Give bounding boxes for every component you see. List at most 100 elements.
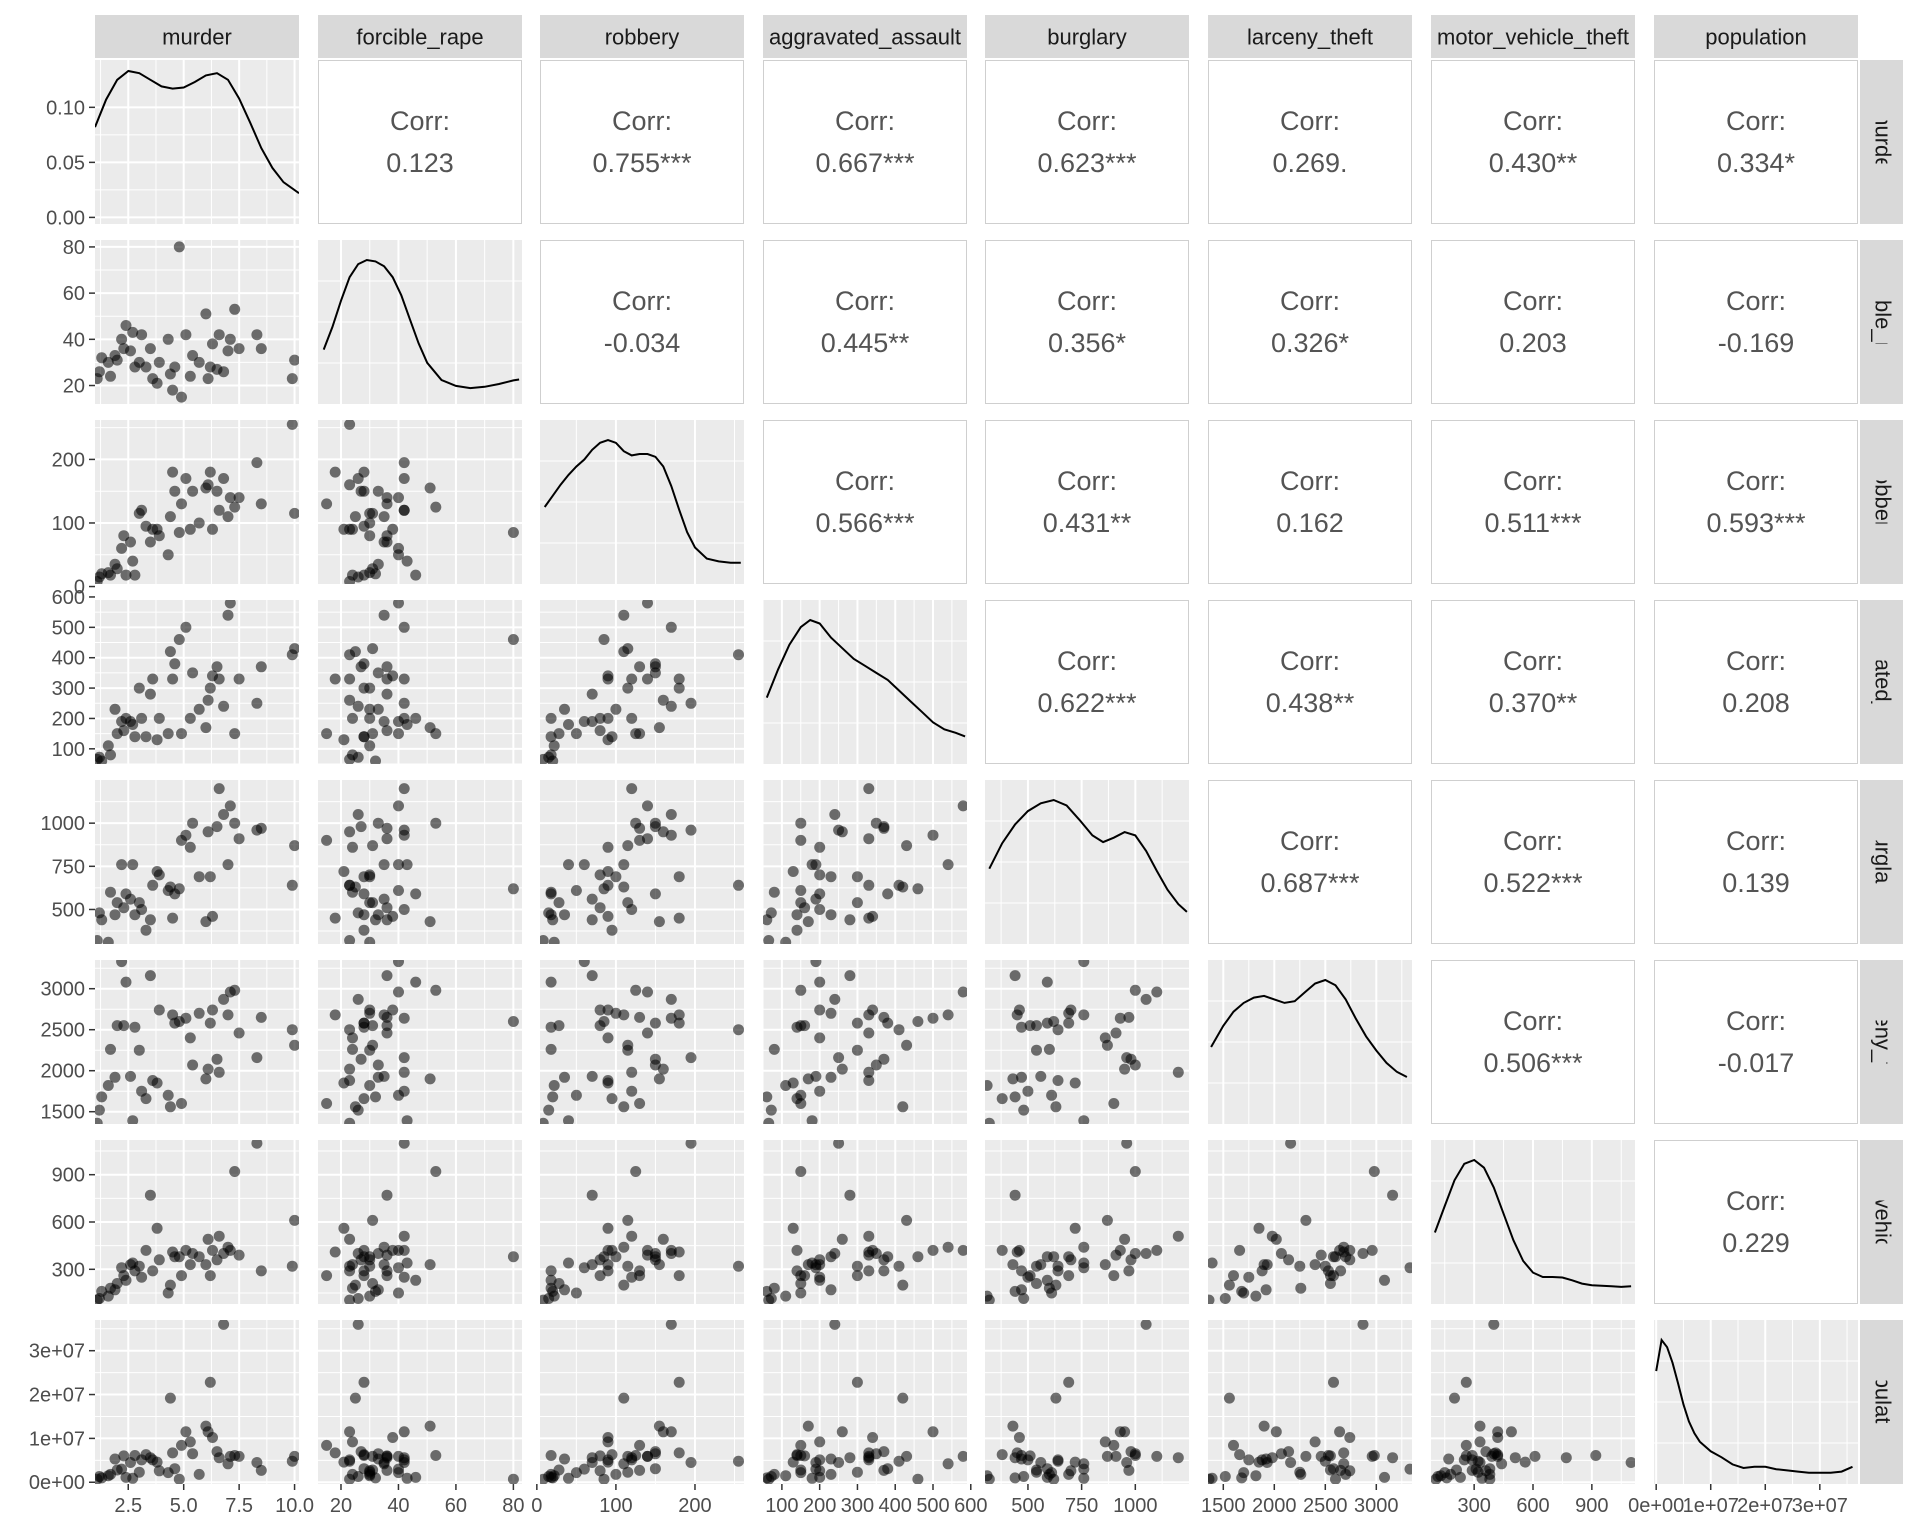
corr-value: -0.169 (1718, 328, 1795, 358)
scatter-point (1018, 1293, 1030, 1304)
scatter-point (329, 673, 341, 685)
corr-panel-border (540, 240, 744, 404)
scatter-point (401, 859, 413, 871)
corr-panel-border (1208, 240, 1412, 404)
panel-aggravated-assault-vs-population: Corr: 0.208 (1654, 600, 1858, 764)
scatter-point (657, 1426, 669, 1438)
scatter-point (507, 883, 519, 895)
scatter-point (151, 734, 163, 746)
scatter-point (1016, 1284, 1027, 1296)
panel-population-vs-population (1654, 1320, 1858, 1484)
scatter-point (685, 824, 697, 836)
scatter-point (610, 703, 622, 715)
scatter-point (229, 728, 241, 740)
scatter-point (187, 1448, 199, 1460)
y-tick-label: 20 (63, 376, 85, 398)
y-tick-label: 80 (63, 237, 85, 259)
scatter-point (347, 1436, 358, 1448)
scatter-point (1041, 1463, 1053, 1475)
corr-value: 0.162 (1276, 508, 1344, 538)
scatter-point (578, 716, 590, 727)
scatter-point (802, 916, 814, 928)
scatter-point (653, 1073, 665, 1085)
x-tick-label: 20 (330, 1495, 352, 1517)
corr-panel-border (1431, 960, 1635, 1124)
scatter-point (1250, 1470, 1262, 1482)
panel-content (985, 780, 1189, 944)
scatter-point (825, 1468, 837, 1480)
panel-burglary-vs-motor-vehicle-theft: Corr: 0.522*** (1431, 780, 1635, 944)
scatter-point (649, 821, 661, 833)
scatter-point (118, 725, 130, 737)
scatter-point (164, 1101, 176, 1113)
scatter-point (1366, 1244, 1378, 1256)
scatter-point (233, 343, 245, 355)
scatter-point (173, 634, 185, 645)
scatter-point (1048, 1016, 1060, 1027)
scatter-point (338, 1077, 350, 1089)
panel-aggravated-assault-vs-robbery (540, 600, 744, 764)
scatter-point (957, 986, 967, 998)
scatter-point (140, 1093, 152, 1105)
scatter-point (548, 936, 560, 944)
scatter-point (1007, 1073, 1019, 1085)
scatter-point (893, 1024, 905, 1036)
scatter-point (642, 673, 653, 685)
scatter-point (180, 329, 192, 341)
scatter-point (167, 466, 179, 478)
scatter-point (957, 800, 967, 812)
scatter-point (424, 1259, 436, 1271)
scatter-point (367, 507, 379, 519)
x-tick-label: 0 (531, 1495, 542, 1517)
scatter-point (559, 1071, 570, 1083)
scatter-point (372, 703, 384, 715)
scatter-point (893, 1260, 905, 1272)
scatter-point (795, 834, 807, 846)
scatter-point (393, 549, 404, 561)
column-strip-label: murder (162, 25, 232, 50)
scatter-point (344, 1260, 356, 1272)
scatter-point (393, 1287, 404, 1299)
scatter-point (1300, 1450, 1312, 1462)
scatter-point (1275, 1248, 1287, 1259)
scatter-point (1114, 1012, 1126, 1024)
scatter-point (1063, 1007, 1075, 1019)
corr-value: 0.667*** (815, 148, 915, 178)
x-tick-label: 500 (916, 1495, 949, 1517)
scatter-point (398, 904, 410, 915)
scatter-point (367, 1020, 379, 1032)
scatter-point (1625, 1457, 1635, 1468)
x-axis-robbery: 0 100 200 (531, 1484, 712, 1517)
scatter-point (184, 712, 196, 724)
scatter-point (1063, 1251, 1075, 1263)
x-tick-label: 100 (599, 1495, 632, 1517)
scatter-point (398, 1140, 410, 1149)
panel-aggravated-assault-vs-burglary: Corr: 0.622*** (985, 600, 1189, 764)
scatter-point (1309, 1436, 1321, 1448)
scatter-point (372, 1059, 384, 1071)
scatter-point (1052, 1455, 1064, 1467)
panel-content (95, 780, 299, 944)
panel-content (540, 1320, 744, 1484)
scatter-point (358, 1376, 370, 1388)
scatter-point (733, 1455, 744, 1467)
corr-value: 0.438** (1266, 688, 1355, 718)
scatter-point (1335, 1464, 1347, 1476)
scatter-point (387, 523, 399, 535)
scatter-point (1505, 1426, 1517, 1438)
scatter-point (96, 1091, 108, 1103)
density-curve (988, 798, 1188, 913)
scatter-point (398, 1052, 410, 1064)
corr-value: 0.123 (386, 148, 454, 178)
scatter-point (1101, 1450, 1113, 1462)
scatter-point (540, 935, 549, 944)
column-strip-background (1654, 15, 1858, 58)
scatter-point (795, 1089, 807, 1101)
scatter-point (673, 912, 685, 924)
scatter-point (144, 536, 156, 548)
scatter-point (289, 643, 299, 655)
scatter-point (1031, 1466, 1042, 1478)
scatter-point (1560, 1452, 1572, 1464)
scatter-point (204, 466, 216, 478)
corr-panel-border (763, 60, 967, 224)
